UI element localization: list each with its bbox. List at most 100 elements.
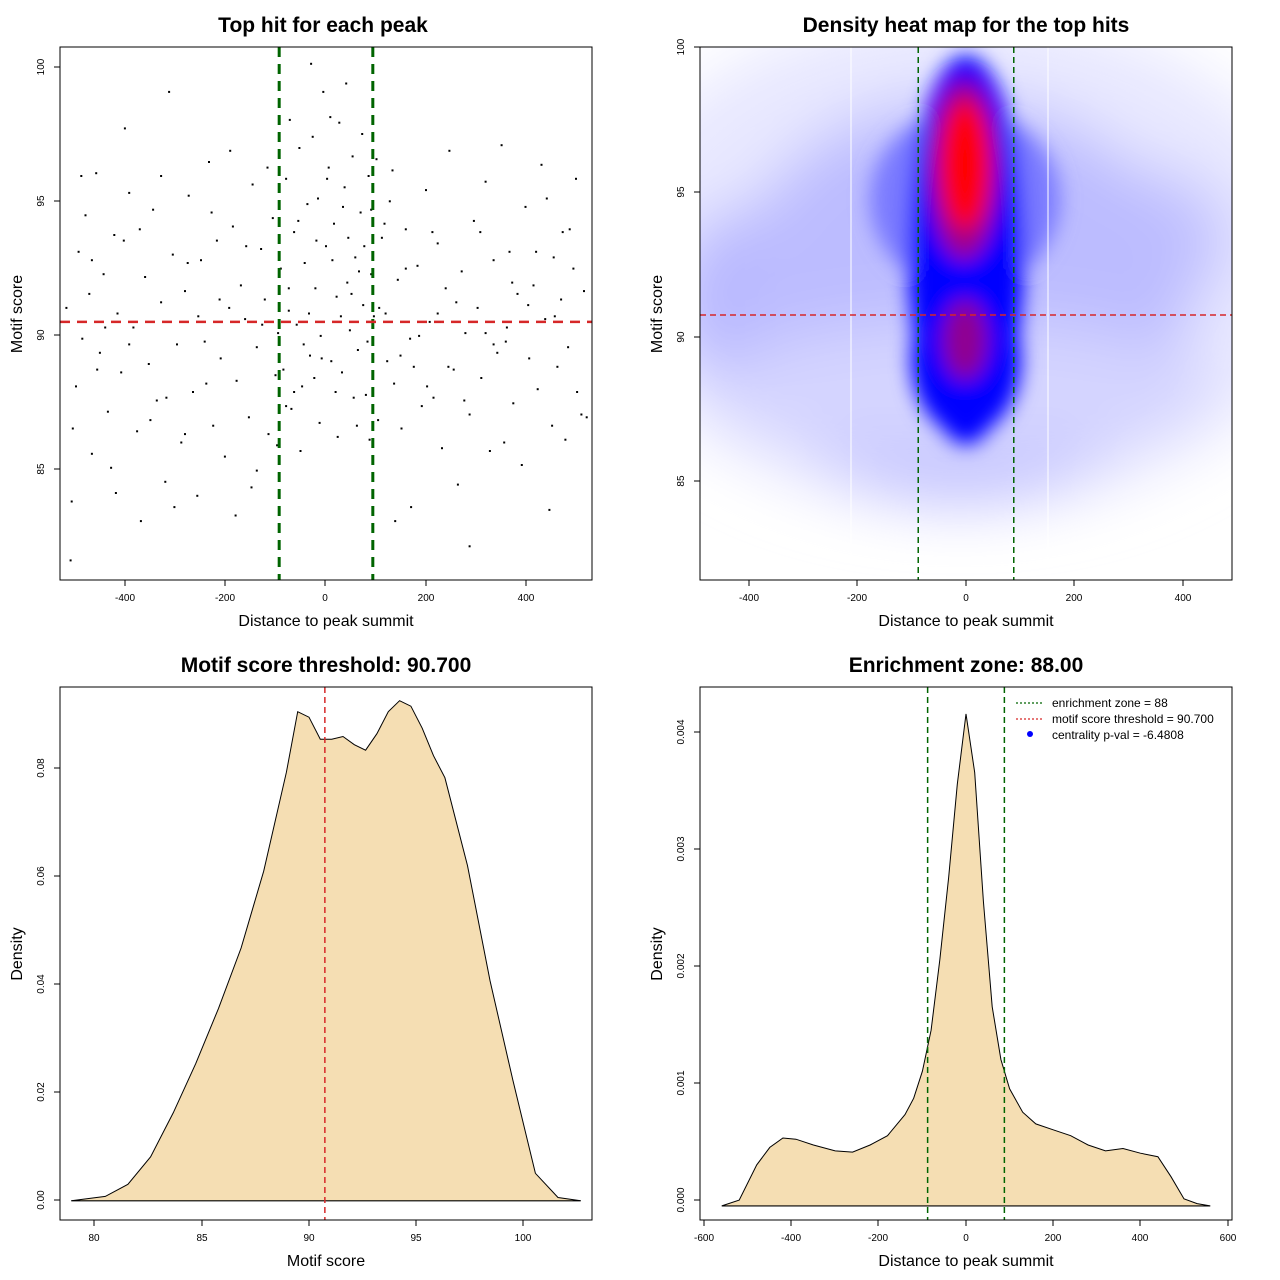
panel-heatmap: Density heat map for the top hits (649, 14, 1233, 630)
x-tick-label: -400 (115, 593, 135, 604)
scatter-point (441, 447, 443, 450)
scatter-point (114, 492, 117, 494)
scatter-point (412, 365, 415, 368)
scatter-point (184, 290, 186, 293)
scatter-point (455, 301, 458, 304)
scatter-point (71, 427, 74, 430)
scatter-point (575, 177, 577, 180)
scatter-point (171, 253, 174, 256)
scatter-point (228, 306, 231, 309)
scatter-point (196, 494, 199, 497)
scatter-point (200, 259, 202, 262)
scatter-point (540, 163, 543, 166)
scatter-point (580, 413, 583, 416)
scatter-point (355, 424, 358, 427)
scatter-point (88, 292, 91, 295)
scatter-point (90, 452, 93, 455)
scatter-point (545, 197, 548, 200)
panel-heatmap-title: Density heat map for the top hits (803, 14, 1130, 37)
density-area (71, 700, 581, 1202)
scatter-point (244, 318, 247, 321)
scatter-point (585, 416, 588, 419)
scatter-point (342, 205, 344, 208)
x-axis-title: Distance to peak summit (878, 1253, 1054, 1270)
x-tick-label: 0 (963, 593, 969, 604)
scatter-point (463, 399, 466, 402)
scatter-point (378, 306, 381, 309)
scatter-point (532, 284, 535, 287)
density-blob (943, 300, 987, 380)
scatter-point (370, 273, 373, 276)
panel-scatter-title: Top hit for each peak (218, 14, 428, 37)
y-tick-label: 0.04 (36, 974, 47, 994)
scatter-point (96, 368, 99, 371)
scatter-point (409, 337, 412, 340)
scatter-point (484, 180, 487, 183)
scatter-point (205, 382, 208, 385)
y-axis: 85 90 95 100 (676, 38, 701, 487)
scatter-point (65, 306, 68, 309)
scatter-point (476, 306, 479, 309)
scatter-point (301, 385, 304, 388)
scatter-point (583, 290, 585, 293)
scatter-point (260, 248, 263, 250)
scatter-point (460, 270, 463, 273)
scatter-point (255, 346, 258, 349)
scatter-point (197, 315, 200, 318)
scatter-point (364, 393, 367, 396)
scatter-point (90, 259, 93, 262)
scatter-point (361, 133, 364, 135)
x-tick-label: 200 (1066, 593, 1083, 604)
scatter-point (335, 295, 338, 298)
scatter-point (70, 500, 73, 503)
scatter-point (351, 155, 354, 158)
scatter-point (356, 349, 359, 351)
x-tick-label: 90 (303, 1233, 315, 1244)
scatter-point (147, 363, 150, 365)
scatter-point (384, 312, 387, 315)
x-tick-label: 0 (963, 1233, 969, 1244)
x-tick-label: 95 (410, 1233, 422, 1244)
scatter-point (572, 267, 575, 270)
scatter-point (377, 419, 380, 422)
scatter-point (164, 480, 167, 483)
x-tick-label: 85 (196, 1233, 208, 1244)
scatter-point (315, 239, 318, 242)
scatter-point (192, 391, 194, 393)
scatter-point (468, 545, 471, 548)
scatter-point (290, 407, 293, 410)
scatter-point (576, 391, 579, 393)
y-tick-label: 95 (36, 195, 47, 207)
y-tick-label: 90 (36, 329, 47, 341)
scatter-point (410, 506, 413, 509)
y-tick-label: 0.00 (36, 1190, 47, 1210)
scatter-point (218, 298, 221, 301)
scatter-point (396, 278, 399, 281)
y-axis-title: Density (9, 927, 26, 980)
scatter-point (516, 292, 519, 295)
scatter-point (375, 158, 378, 161)
scatter-point (329, 116, 332, 119)
scatter-point (544, 318, 547, 321)
x-tick-label: -400 (781, 1233, 801, 1244)
y-tick-label: 0.004 (676, 719, 687, 744)
scatter-point (104, 326, 107, 329)
scatter-point (160, 301, 163, 304)
x-axis: -400 -200 0 200 400 (113, 579, 539, 604)
scatter-point (155, 399, 158, 402)
scatter-point (420, 405, 423, 408)
scatter-point (311, 135, 314, 138)
scatter-point (560, 298, 563, 301)
heatmap-high-density (870, 55, 1060, 445)
x-tick-label: -200 (847, 593, 867, 604)
scatter-point (116, 312, 119, 315)
scatter-point (492, 259, 495, 262)
scatter-point (380, 236, 383, 239)
scatter-point (452, 368, 455, 371)
scatter-point (309, 354, 311, 357)
y-axis-title: Motif score (649, 275, 666, 353)
scatter-point (98, 351, 101, 354)
scatter-point (503, 441, 506, 444)
scatter-point (322, 90, 325, 93)
scatter-point (293, 391, 296, 393)
